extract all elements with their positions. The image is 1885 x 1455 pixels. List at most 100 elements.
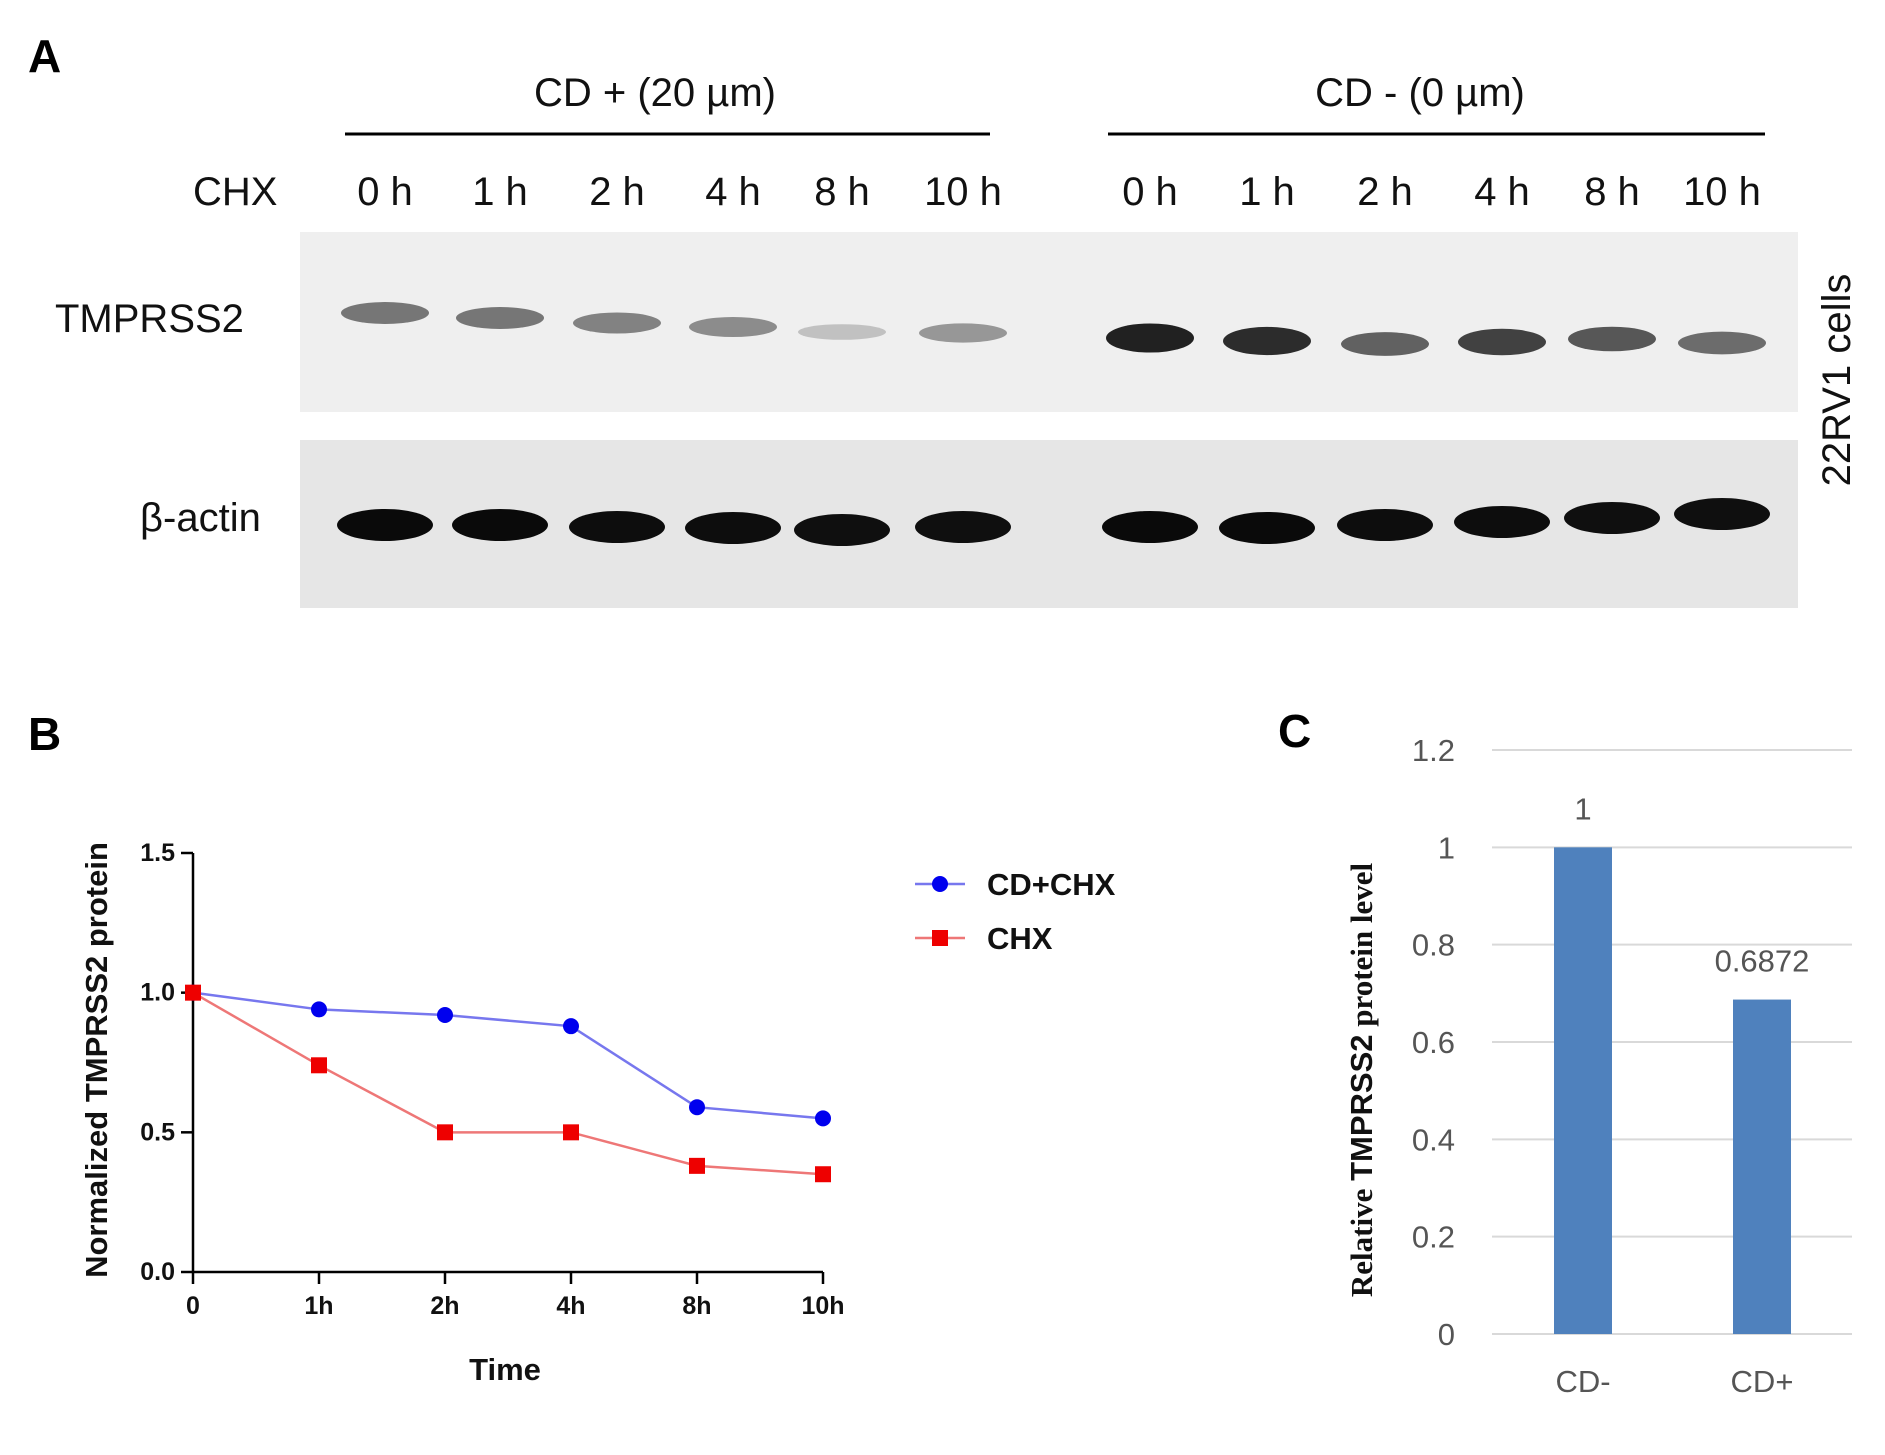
tmprss2-band-7: [1223, 326, 1311, 356]
c-y-axis-title: Relative TMPRSS2 protein level: [1344, 862, 1379, 1297]
tmprss2-band-1: [456, 307, 544, 329]
b-legend-marker-1: [932, 930, 948, 946]
b-y-tick-label-1: 0.5: [140, 1118, 175, 1146]
lane-label-cd-plus-1: 1 h: [472, 170, 528, 214]
c-y-tick-label-5: 1: [1438, 830, 1455, 865]
b-point-1-4: [689, 1157, 705, 1174]
c-data-label-1: 0.6872: [1715, 944, 1810, 979]
actin-band-1: [452, 509, 548, 541]
panel-label-b: B: [28, 708, 61, 760]
lane-label-cd-plus-2: 2 h: [589, 170, 645, 214]
b-point-0-5: [815, 1110, 831, 1127]
b-y-tick-label-0: 0.0: [140, 1258, 175, 1286]
tmprss2-band-4: [798, 324, 886, 340]
tmprss2-band-11: [1678, 331, 1766, 355]
group-label-cd-plus: CD + (20 µm): [534, 71, 776, 115]
lane-label-cd-minus-0: 0 h: [1122, 170, 1178, 214]
lane-label-cd-plus-3: 4 h: [705, 170, 761, 214]
c-data-label-0: 1: [1574, 791, 1591, 826]
actin-band-0: [337, 509, 433, 541]
bar-chart: 0 0.2 0.4 0.6 0.8 1 1.2 1 CD- 0.6872 CD+ Relative…: [1344, 733, 1852, 1399]
c-bars: 1 CD- 0.6872 CD+: [1554, 791, 1809, 1399]
c-bar-CD-1: [1733, 999, 1791, 1334]
actin-band-6: [1102, 511, 1198, 543]
tmprss2-band-10: [1568, 326, 1656, 352]
protein-label-tmprss2: TMPRSS2: [55, 297, 244, 341]
b-x-tick-label-3: 4h: [556, 1292, 585, 1320]
c-y-tick-label-0: 0: [1438, 1317, 1455, 1352]
b-legend-label-1: CHX: [987, 921, 1053, 956]
actin-band-4: [794, 514, 890, 546]
c-y-ticks: 0 0.2 0.4 0.6 0.8 1 1.2: [1412, 733, 1455, 1352]
b-x-ticks: 0 1h 2h 4h 8h 10h: [186, 1272, 845, 1320]
tmprss2-bands: [341, 302, 1766, 356]
c-bar-CD-0: [1554, 847, 1612, 1334]
b-legend: CD+CHX CHX: [915, 867, 1116, 956]
actin-band-10: [1564, 502, 1660, 534]
b-x-axis-title: Time: [469, 1352, 541, 1387]
tmprss2-band-5: [919, 323, 1007, 343]
b-series-line-chx: [192, 991, 824, 1176]
b-point-0-4: [689, 1099, 705, 1116]
b-x-tick-label-2: 2h: [430, 1292, 459, 1320]
lane-label-cd-plus-0: 0 h: [357, 170, 413, 214]
actin-band-5: [915, 511, 1011, 543]
b-x-tick-label-1: 1h: [304, 1292, 333, 1320]
b-legend-marker-0: [932, 876, 948, 892]
panel-label-a: A: [28, 30, 61, 82]
actin-band-9: [1454, 506, 1550, 538]
c-y-title-suffix: protein level: [1344, 862, 1379, 1034]
c-y-tick-label-3: 0.6: [1412, 1025, 1455, 1060]
group-label-cd-minus: CD - (0 µm): [1315, 71, 1525, 115]
c-x-tick-label-0: CD-: [1555, 1364, 1610, 1399]
tmprss2-band-8: [1341, 332, 1429, 356]
lane-label-cd-minus-2: 2 h: [1357, 170, 1413, 214]
cell-line-label: 22RV1 cells: [1815, 274, 1859, 487]
b-x-tick-label-4: 8h: [682, 1292, 711, 1320]
actin-band-7: [1219, 512, 1315, 544]
b-y-tick-label-3: 1.5: [140, 839, 175, 867]
lane-label-cd-plus-5: 10 h: [924, 170, 1002, 214]
b-point-0-3: [563, 1018, 579, 1035]
b-point-1-3: [563, 1124, 579, 1141]
b-legend-label-0: CD+CHX: [987, 867, 1116, 902]
panel-label-c: C: [1278, 705, 1311, 757]
tmprss2-band-6: [1106, 323, 1194, 353]
actin-band-11: [1674, 498, 1770, 530]
tmprss2-band-0: [341, 302, 429, 324]
c-y-tick-label-4: 0.8: [1412, 928, 1455, 963]
b-point-0-2: [437, 1007, 453, 1024]
b-y-ticks: 0.0 0.5 1.0 1.5: [140, 839, 193, 1286]
b-point-1-2: [437, 1124, 453, 1141]
b-y-axis-title: Normalized TMPRSS2 protein: [79, 842, 114, 1278]
b-x-tick-label-5: 10h: [801, 1292, 844, 1320]
line-chart: 0.0 0.5 1.0 1.5 0 1h 2h 4h 8h 10h Time Normalize…: [79, 839, 1116, 1387]
lane-labels: 0 h 1 h 2 h 4 h 8 h 10 h 0 h 1 h 2 h 4 h 8 h 10 h: [357, 170, 1761, 214]
tmprss2-band-9: [1458, 328, 1546, 356]
b-point-1-5: [815, 1166, 831, 1183]
c-y-title-prefix: Relative: [1344, 1181, 1379, 1297]
lane-label-cd-plus-4: 8 h: [814, 170, 870, 214]
b-series-line-cd-chx: [192, 991, 824, 1120]
b-series: [185, 984, 831, 1183]
tmprss2-band-2: [573, 312, 661, 334]
lane-label-cd-minus-5: 10 h: [1683, 170, 1761, 214]
b-point-1-0: [185, 984, 201, 1001]
actin-bands: [337, 498, 1770, 546]
lane-label-cd-minus-1: 1 h: [1239, 170, 1295, 214]
c-y-tick-label-2: 0.4: [1412, 1122, 1455, 1157]
tmprss2-band-3: [689, 316, 777, 338]
c-y-tick-label-6: 1.2: [1412, 733, 1455, 768]
b-y-tick-label-2: 1.0: [140, 979, 175, 1007]
c-gridlines: [1492, 749, 1852, 1335]
lane-label-cd-minus-4: 8 h: [1584, 170, 1640, 214]
protein-label-actin: β-actin: [140, 496, 261, 540]
c-y-title-main: TMPRSS2: [1344, 1034, 1379, 1180]
blot-membrane-tmprss2: [300, 232, 1798, 412]
lane-label-cd-minus-3: 4 h: [1474, 170, 1530, 214]
actin-band-8: [1337, 509, 1433, 541]
b-point-1-1: [311, 1057, 327, 1074]
b-point-0-1: [311, 1001, 327, 1018]
